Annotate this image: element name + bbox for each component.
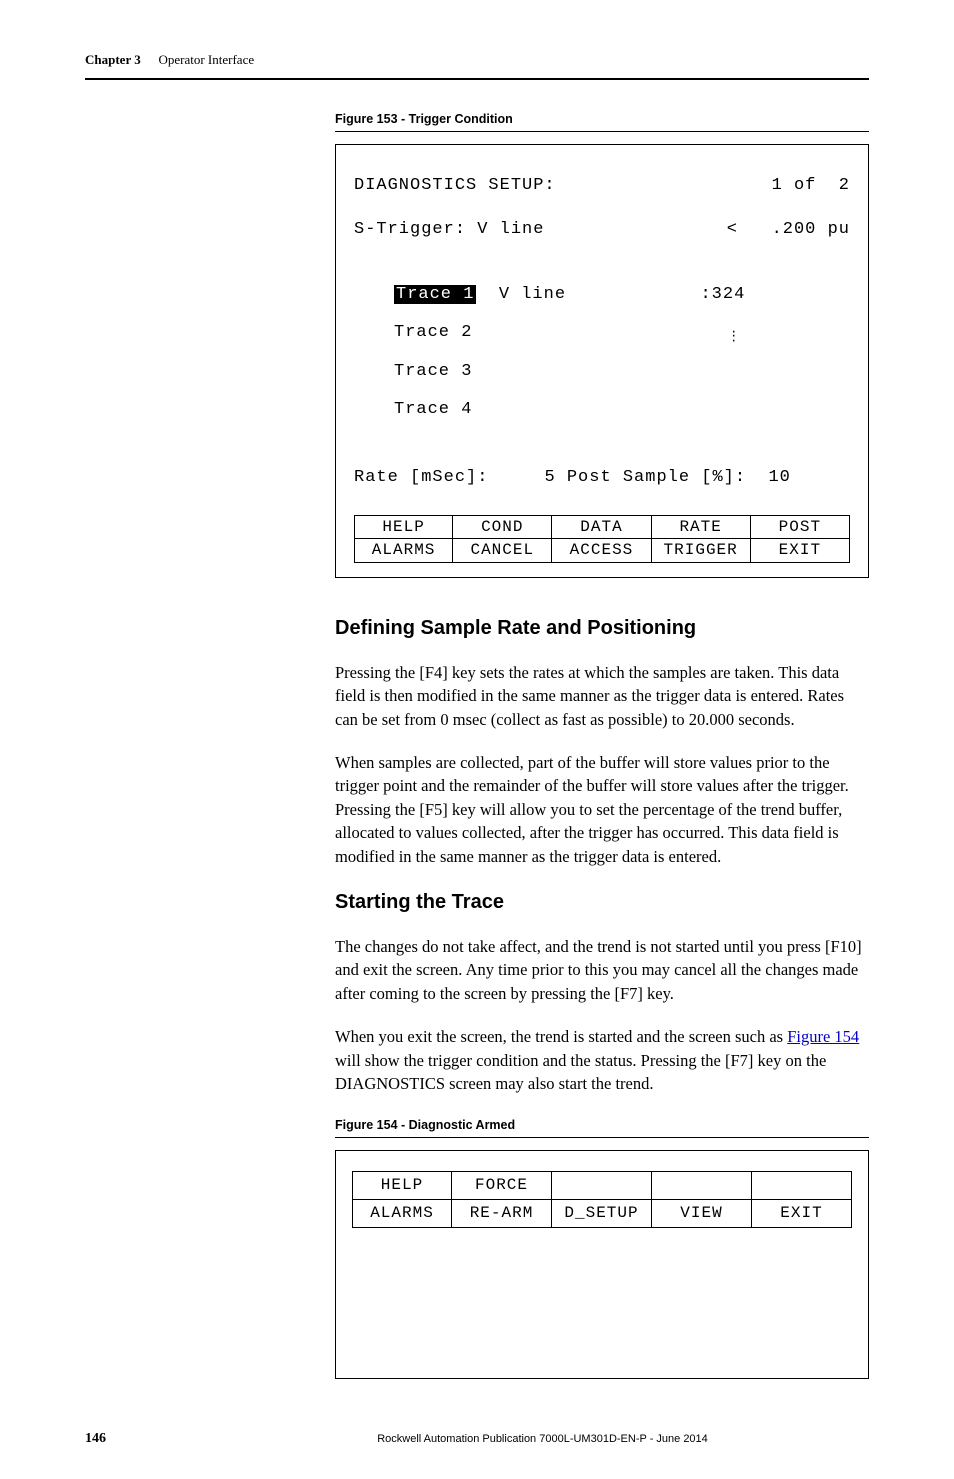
- trace-4[interactable]: Trace 4: [394, 400, 472, 419]
- post-val: 10: [768, 468, 790, 487]
- dsetup-button[interactable]: D_SETUP: [552, 1200, 652, 1228]
- trace-3[interactable]: Trace 3: [394, 362, 472, 381]
- page-footer: 146 Rockwell Automation Publication 7000…: [85, 1429, 869, 1449]
- rate-button[interactable]: RATE: [652, 515, 751, 539]
- force-button[interactable]: FORCE: [452, 1171, 552, 1200]
- diagnostics-setup-screen: DIAGNOSTICS SETUP: 1 of 2 S-Trigger: V li…: [335, 144, 869, 578]
- section-heading-sample-rate: Defining Sample Rate and Positioning: [335, 614, 869, 643]
- rate-label: Rate [mSec]:: [354, 468, 488, 487]
- trace-1-selected[interactable]: Trace 1: [394, 285, 476, 304]
- trace-2[interactable]: Trace 2: [394, 323, 472, 342]
- para-starting-trace-2: When you exit the screen, the trend is s…: [335, 1025, 869, 1095]
- diagnostic-armed-screen: HELP FORCE ALARMS RE-ARM D_SETUP VIEW EX…: [335, 1150, 869, 1379]
- post-button[interactable]: POST: [751, 515, 850, 539]
- chapter-title: Operator Interface: [158, 52, 254, 67]
- soft-key-row-1b: HELP FORCE: [352, 1171, 852, 1200]
- para2-text-b: will show the trigger condition and the …: [335, 1051, 826, 1093]
- figure-154-link[interactable]: Figure 154: [787, 1027, 859, 1046]
- trigger-op: <: [727, 220, 738, 239]
- page-header: Chapter 3 Operator Interface: [85, 50, 869, 80]
- content-column: Figure 153 - Trigger Condition DIAGNOSTI…: [335, 110, 869, 1379]
- section-heading-starting-trace: Starting the Trace: [335, 888, 869, 917]
- dots-icon: ···: [730, 330, 738, 344]
- para2-text-a: When you exit the screen, the trend is s…: [335, 1027, 787, 1046]
- screen-title: DIAGNOSTICS SETUP:: [354, 176, 556, 196]
- exit-button-2[interactable]: EXIT: [752, 1200, 852, 1228]
- trigger-button[interactable]: TRIGGER: [652, 539, 751, 562]
- help-button[interactable]: HELP: [354, 515, 453, 539]
- page-number: 146: [85, 1429, 106, 1449]
- figure-154-caption: Figure 154 - Diagnostic Armed: [335, 1116, 869, 1138]
- para-sample-rate-2: When samples are collected, part of the …: [335, 751, 869, 868]
- cond-button[interactable]: COND: [453, 515, 552, 539]
- para-sample-rate-1: Pressing the [F4] key sets the rates at …: [335, 661, 869, 731]
- rearm-button[interactable]: RE-ARM: [452, 1200, 552, 1228]
- blank-button-3[interactable]: [752, 1171, 852, 1200]
- chapter-label: Chapter 3: [85, 52, 141, 67]
- post-label: Post Sample [%]:: [567, 468, 746, 487]
- blank-button-2[interactable]: [652, 1171, 752, 1200]
- trigger-label: S-Trigger: V line: [354, 220, 544, 240]
- para-starting-trace-1: The changes do not take affect, and the …: [335, 935, 869, 1005]
- help-button-2[interactable]: HELP: [352, 1171, 452, 1200]
- view-button[interactable]: VIEW: [652, 1200, 752, 1228]
- trace-id: :324: [700, 285, 745, 304]
- trigger-val: .200 pu: [772, 220, 850, 239]
- blank-button-1[interactable]: [552, 1171, 652, 1200]
- page-indicator: 1 of 2: [772, 176, 850, 196]
- exit-button[interactable]: EXIT: [751, 539, 850, 562]
- trace-desc: V line: [499, 285, 566, 304]
- access-button[interactable]: ACCESS: [552, 539, 651, 562]
- cancel-button[interactable]: CANCEL: [453, 539, 552, 562]
- publication-info: Rockwell Automation Publication 7000L-UM…: [377, 1432, 708, 1448]
- soft-key-row-2b: ALARMS RE-ARM D_SETUP VIEW EXIT: [352, 1200, 852, 1228]
- rate-val: 5: [544, 468, 555, 487]
- alarms-button[interactable]: ALARMS: [354, 539, 453, 562]
- data-button[interactable]: DATA: [552, 515, 651, 539]
- alarms-button-2[interactable]: ALARMS: [352, 1200, 452, 1228]
- soft-key-row-2: ALARMS CANCEL ACCESS TRIGGER EXIT: [354, 539, 850, 562]
- soft-key-row-1: HELP COND DATA RATE POST: [354, 515, 850, 539]
- figure-153-caption: Figure 153 - Trigger Condition: [335, 110, 869, 132]
